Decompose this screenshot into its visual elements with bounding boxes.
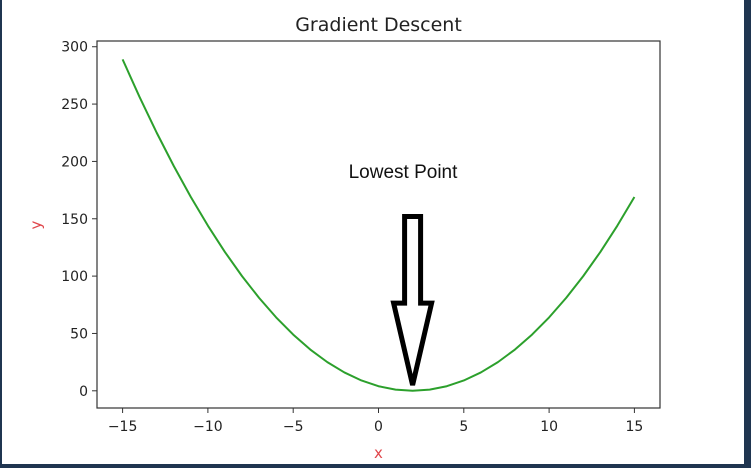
y-axis-label: y [27,220,45,229]
x-tick-label: 5 [459,419,468,435]
y-tick-label: 100 [61,269,88,285]
frame-right-border [744,0,751,468]
y-tick-label: 50 [70,326,88,342]
series-layer [121,58,636,392]
annotation-text: Lowest Point [349,162,459,183]
x-axis-label: x [374,444,383,462]
x-tick-label: −10 [193,419,223,435]
series-line [121,58,636,392]
x-tick-label: −15 [108,419,138,435]
y-axis-ticks: 0 50 100 150 200 250 300 [61,40,97,400]
frame-bottom-border [0,464,751,468]
chart-title: Gradient Descent [295,14,462,36]
y-tick-label: 0 [79,384,88,400]
x-tick-label: 15 [625,419,643,435]
annotation-arrow [390,214,435,386]
x-tick-label: 10 [540,419,558,435]
y-tick-label: 200 [61,154,88,170]
x-tick-label: 0 [374,419,383,435]
frame-left-border [0,0,2,468]
x-tick-label: −5 [283,419,304,435]
y-tick-label: 150 [61,212,88,228]
y-tick-label: 250 [61,97,88,113]
y-tick-label: 300 [61,40,88,56]
plot-area [96,40,661,409]
x-axis-ticks: −15 −10 −5 0 5 10 15 [108,408,643,435]
annotation: Lowest Point [349,162,459,386]
